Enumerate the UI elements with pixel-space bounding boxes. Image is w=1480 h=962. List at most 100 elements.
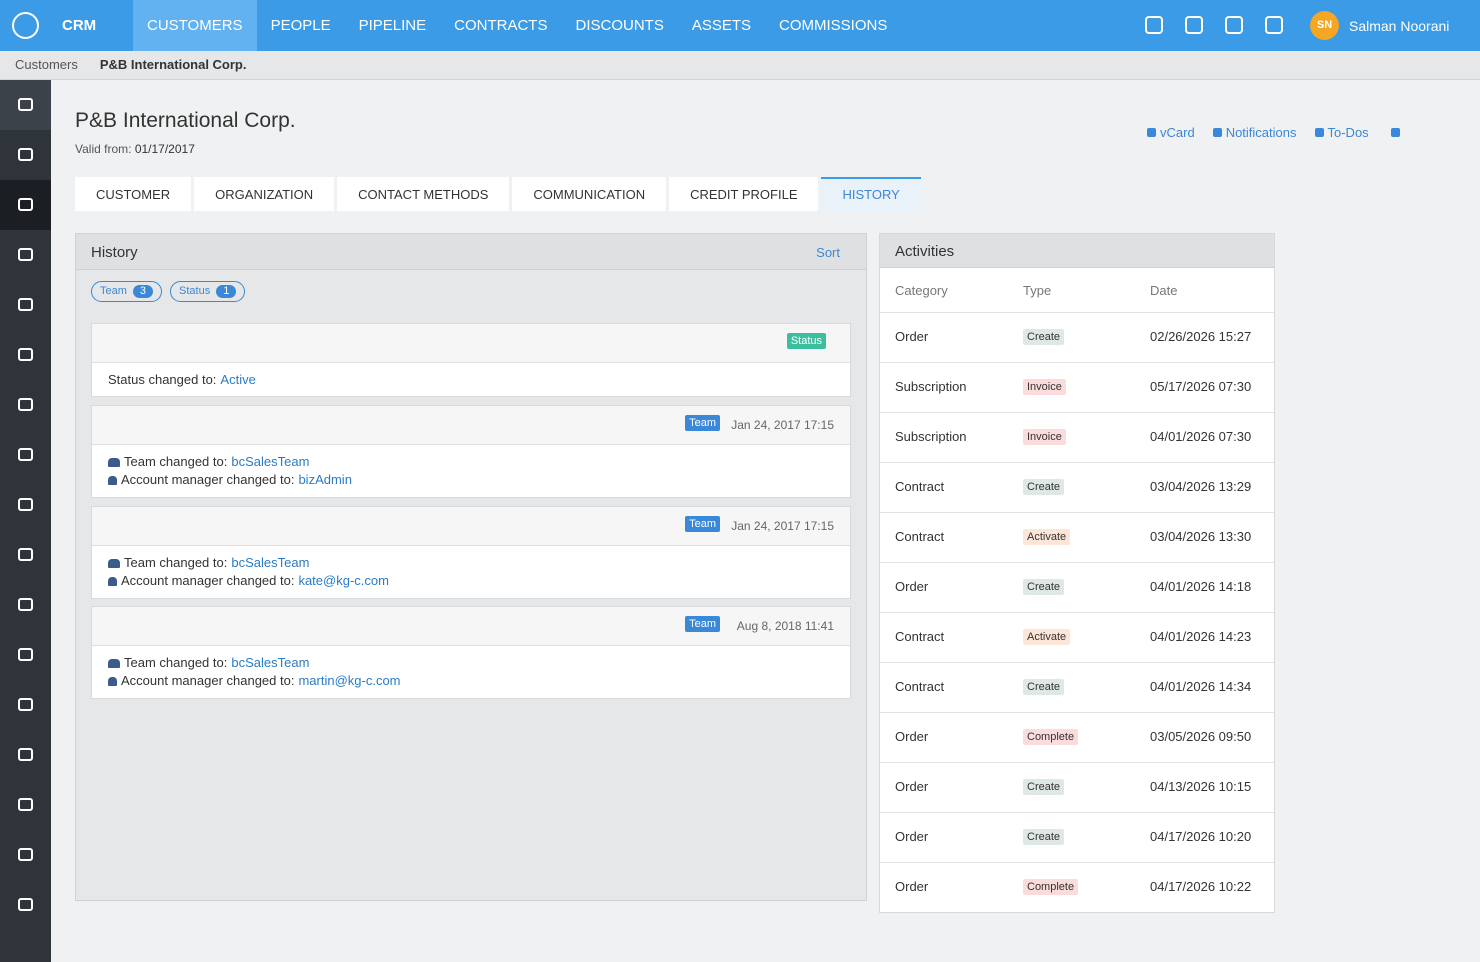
change-value[interactable]: bizAdmin [298, 472, 352, 487]
change-label: Team changed to: [124, 555, 228, 570]
sidebar-item[interactable] [0, 280, 51, 330]
sidebar-item[interactable] [0, 830, 51, 880]
team-icon [108, 558, 120, 568]
sidebar-item[interactable] [0, 430, 51, 480]
action-link[interactable]: vCard [1147, 125, 1195, 140]
user-name[interactable]: Salman Noorani [1349, 18, 1450, 34]
activity-row[interactable]: Order Complete 04/17/2026 10:22 [880, 863, 1274, 913]
label: Valid from: [75, 142, 132, 156]
activity-row[interactable]: Order Create 02/26/2026 15:27 [880, 313, 1274, 363]
panel-title: Activities [895, 243, 955, 260]
sidebar-item[interactable] [0, 580, 51, 630]
sort-button[interactable]: Sort [816, 245, 840, 260]
change-value[interactable]: bcSalesTeam [231, 655, 310, 670]
nav-item[interactable]: PEOPLE [270, 17, 331, 34]
breadcrumb: Customers P&B International Corp. [0, 51, 1480, 80]
date: 04/01/2026 07:30 [1150, 429, 1252, 444]
category: Contract [895, 479, 945, 494]
bell-icon[interactable] [1185, 16, 1203, 34]
search-icon[interactable] [1145, 16, 1163, 34]
sidebar-item[interactable] [0, 80, 51, 130]
nav-item[interactable]: PIPELINE [358, 17, 427, 34]
entry-body: Team changed to: bcSalesTeam Account manag… [92, 646, 850, 698]
activity-row[interactable]: Contract Activate 03/04/2026 13:30 [880, 513, 1274, 563]
todo-icon[interactable] [1265, 16, 1283, 34]
entry-header: Team Aug 8, 2018 11:41 [92, 607, 850, 646]
tab[interactable]: HISTORY [821, 177, 921, 211]
change-value[interactable]: bcSalesTeam [231, 454, 310, 469]
action-link[interactable]: To-Dos [1315, 125, 1369, 140]
activity-row[interactable]: Contract Create 03/04/2026 13:29 [880, 463, 1274, 513]
change-value[interactable]: martin@kg-c.com [298, 673, 401, 688]
activity-row[interactable]: Order Create 04/17/2026 10:20 [880, 813, 1274, 863]
sidebar-item[interactable] [0, 180, 51, 230]
filter-pill[interactable]: Team 3 [91, 281, 163, 302]
change-label: Team changed to: [124, 655, 228, 670]
filters: Team 3 Status 1 [91, 281, 246, 302]
sidebar-item[interactable] [0, 730, 51, 780]
action-link[interactable]: Notifications [1213, 125, 1297, 140]
tab[interactable]: COMMUNICATION [512, 177, 667, 211]
type-badge: Create [1023, 779, 1065, 795]
category: Order [895, 579, 929, 594]
sidebar-item[interactable] [0, 680, 51, 730]
sidebar-item[interactable] [0, 480, 51, 530]
sidebar-item[interactable] [0, 130, 51, 180]
avatar[interactable]: SN [1310, 11, 1339, 40]
nav-item[interactable]: DISCOUNTS [575, 17, 664, 34]
clipboard-icon[interactable] [1225, 16, 1243, 34]
change-value[interactable]: bcSalesTeam [231, 555, 310, 570]
activity-row[interactable]: Contract Create 04/01/2026 14:34 [880, 663, 1274, 713]
logo[interactable] [12, 12, 39, 39]
change-line: Team changed to: bcSalesTeam [92, 554, 850, 572]
sidebar-item[interactable] [0, 530, 51, 580]
main-nav: CUSTOMERS PEOPLE PIPELINE CONTRACTS DISCOUNT… [133, 0, 901, 51]
type-badge: Invoice [1023, 429, 1066, 445]
tab[interactable]: CREDIT PROFILE [669, 177, 819, 211]
change-value[interactable]: Active [220, 372, 256, 387]
nav-item[interactable]: ASSETS [691, 17, 752, 34]
sidebar-item[interactable] [0, 630, 51, 680]
sidebar-icon [18, 698, 33, 711]
toolbar-icons [1145, 16, 1283, 34]
activity-row[interactable]: Subscription Invoice 05/17/2026 07:30 [880, 363, 1274, 413]
filter-pill[interactable]: Status 1 [170, 281, 246, 302]
nav-item[interactable]: COMMISSIONS [779, 17, 888, 34]
activity-row[interactable]: Order Complete 03/05/2026 09:50 [880, 713, 1274, 763]
change-label: Status changed to: [108, 372, 217, 387]
sidebar-item[interactable] [0, 780, 51, 830]
tab[interactable]: ORGANIZATION [194, 177, 335, 211]
sidebar-icon [18, 98, 33, 111]
entry-date: Aug 8, 2018 11:41 [736, 619, 834, 633]
type-badge: Complete [1023, 879, 1079, 895]
sidebar-item[interactable] [0, 880, 51, 930]
nav-item[interactable]: CUSTOMERS [133, 0, 257, 51]
app-name[interactable]: CRM [62, 17, 97, 34]
activity-row[interactable]: Contract Activate 04/01/2026 14:23 [880, 613, 1274, 663]
sidebar-item[interactable] [0, 380, 51, 430]
sidebar-icon [18, 748, 33, 761]
date: 04/13/2026 10:15 [1150, 779, 1252, 794]
entry-body: Team changed to: bcSalesTeam Account manag… [92, 546, 850, 598]
tab[interactable]: CUSTOMER [75, 177, 192, 211]
history-entry: Team Aug 8, 2018 11:41 Team changed to: bcS… [91, 606, 851, 699]
crumb[interactable]: Customers [15, 57, 78, 72]
sidebar-item[interactable] [0, 330, 51, 380]
type-badge: Activate [1023, 529, 1071, 545]
date: 02/26/2026 15:27 [1150, 329, 1252, 344]
tab[interactable]: CONTACT METHODS [337, 177, 510, 211]
nav-item[interactable]: CONTRACTS [454, 17, 548, 34]
activity-row[interactable]: Order Create 04/01/2026 14:18 [880, 563, 1274, 613]
type-badge: Complete [1023, 729, 1079, 745]
team-icon [108, 457, 120, 467]
header-actions: vCard Notifications To-Dos [1147, 125, 1404, 140]
entry-date: Jan 24, 2017 17:15 [731, 418, 834, 432]
change-value[interactable]: kate@kg-c.com [298, 573, 389, 588]
sidebar-item[interactable] [0, 230, 51, 280]
date: 01/17/2017 [134, 142, 195, 156]
sidebar [0, 80, 51, 962]
activity-row[interactable]: Order Create 04/13/2026 10:15 [880, 763, 1274, 813]
star-icon[interactable] [1391, 125, 1404, 140]
activity-row[interactable]: Subscription Invoice 04/01/2026 07:30 [880, 413, 1274, 463]
change-label: Account manager changed to: [121, 673, 295, 688]
